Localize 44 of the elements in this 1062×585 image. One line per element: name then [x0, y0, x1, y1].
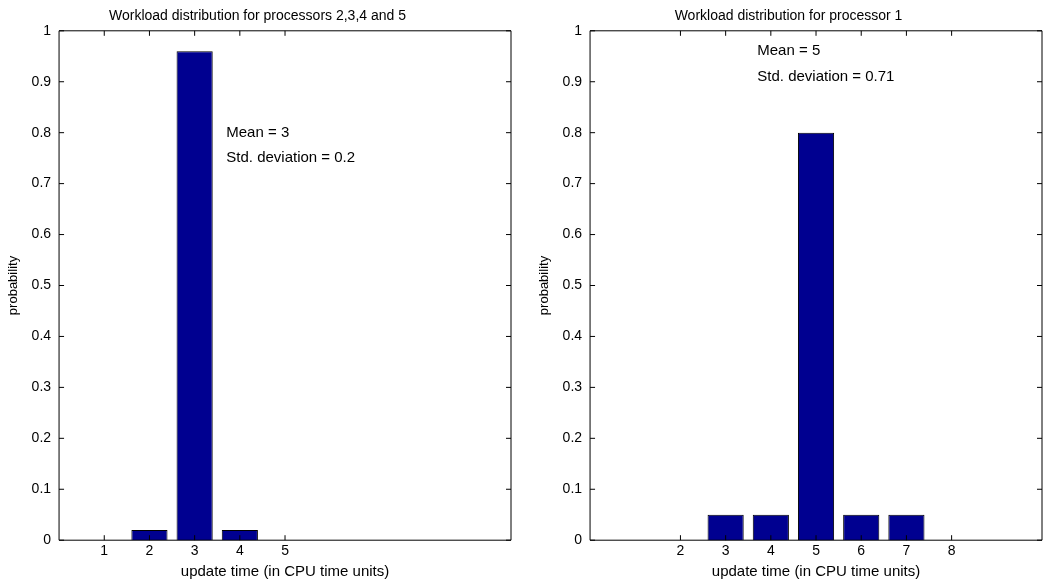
- y-tick-label: 0.2: [31, 429, 52, 446]
- x-tick-label: 4: [766, 542, 775, 559]
- y-tick-label: 0.1: [31, 480, 52, 497]
- y-tick-label: 0.1: [562, 480, 583, 497]
- x-axis-title: update time (in CPU time units): [180, 562, 390, 580]
- chart-title: Workload distribution for processors 2,3,4 and 5: [108, 7, 407, 24]
- y-axis-title: probability: [536, 255, 552, 316]
- y-tick-label: 0: [43, 531, 52, 548]
- x-tick-label: 2: [145, 542, 154, 559]
- y-tick-label: 0.7: [31, 174, 52, 191]
- y-tick-label: 0.3: [31, 378, 52, 395]
- annotation: Mean = 5: [757, 41, 821, 59]
- y-tick-label: 0.5: [562, 276, 583, 293]
- y-tick-label: 0.4: [31, 327, 52, 344]
- y-tick-label: 0: [574, 531, 583, 548]
- y-tick-label: 0.4: [562, 327, 583, 344]
- x-tick-label: 7: [902, 542, 911, 559]
- annotation: Std. deviation = 0.2: [226, 148, 356, 166]
- y-tick-label: 0.5: [31, 276, 52, 293]
- x-tick-label: 3: [190, 542, 199, 559]
- y-tick-label: 0.8: [31, 123, 52, 140]
- y-tick-label: 0.3: [562, 378, 583, 395]
- x-tick-label: 5: [812, 542, 821, 559]
- x-tick-label: 3: [721, 542, 730, 559]
- y-tick-label: 0.7: [562, 174, 583, 191]
- x-tick-label: 5: [281, 542, 290, 559]
- x-tick-label: 2: [676, 542, 685, 559]
- x-axis-title: update time (in CPU time units): [711, 562, 921, 580]
- x-tick-label: 1: [100, 542, 109, 559]
- y-tick-label: 1: [43, 21, 52, 38]
- y-tick-label: 0.8: [562, 123, 583, 140]
- x-tick-label: 6: [857, 542, 866, 559]
- y-tick-label: 0.2: [562, 429, 583, 446]
- x-tick-label: 4: [235, 542, 244, 559]
- y-tick-label: 0.6: [562, 225, 583, 242]
- annotation: Mean = 3: [226, 122, 290, 140]
- y-axis-title: probability: [5, 255, 21, 316]
- y-tick-label: 0.6: [31, 225, 52, 242]
- x-tick-label: 8: [947, 542, 956, 559]
- y-tick-label: 1: [574, 21, 583, 38]
- y-tick-label: 0.9: [31, 72, 52, 89]
- y-tick-label: 0.9: [562, 72, 583, 89]
- chart-title: Workload distribution for processor 1: [674, 7, 903, 24]
- annotation: Std. deviation = 0.71: [757, 66, 895, 84]
